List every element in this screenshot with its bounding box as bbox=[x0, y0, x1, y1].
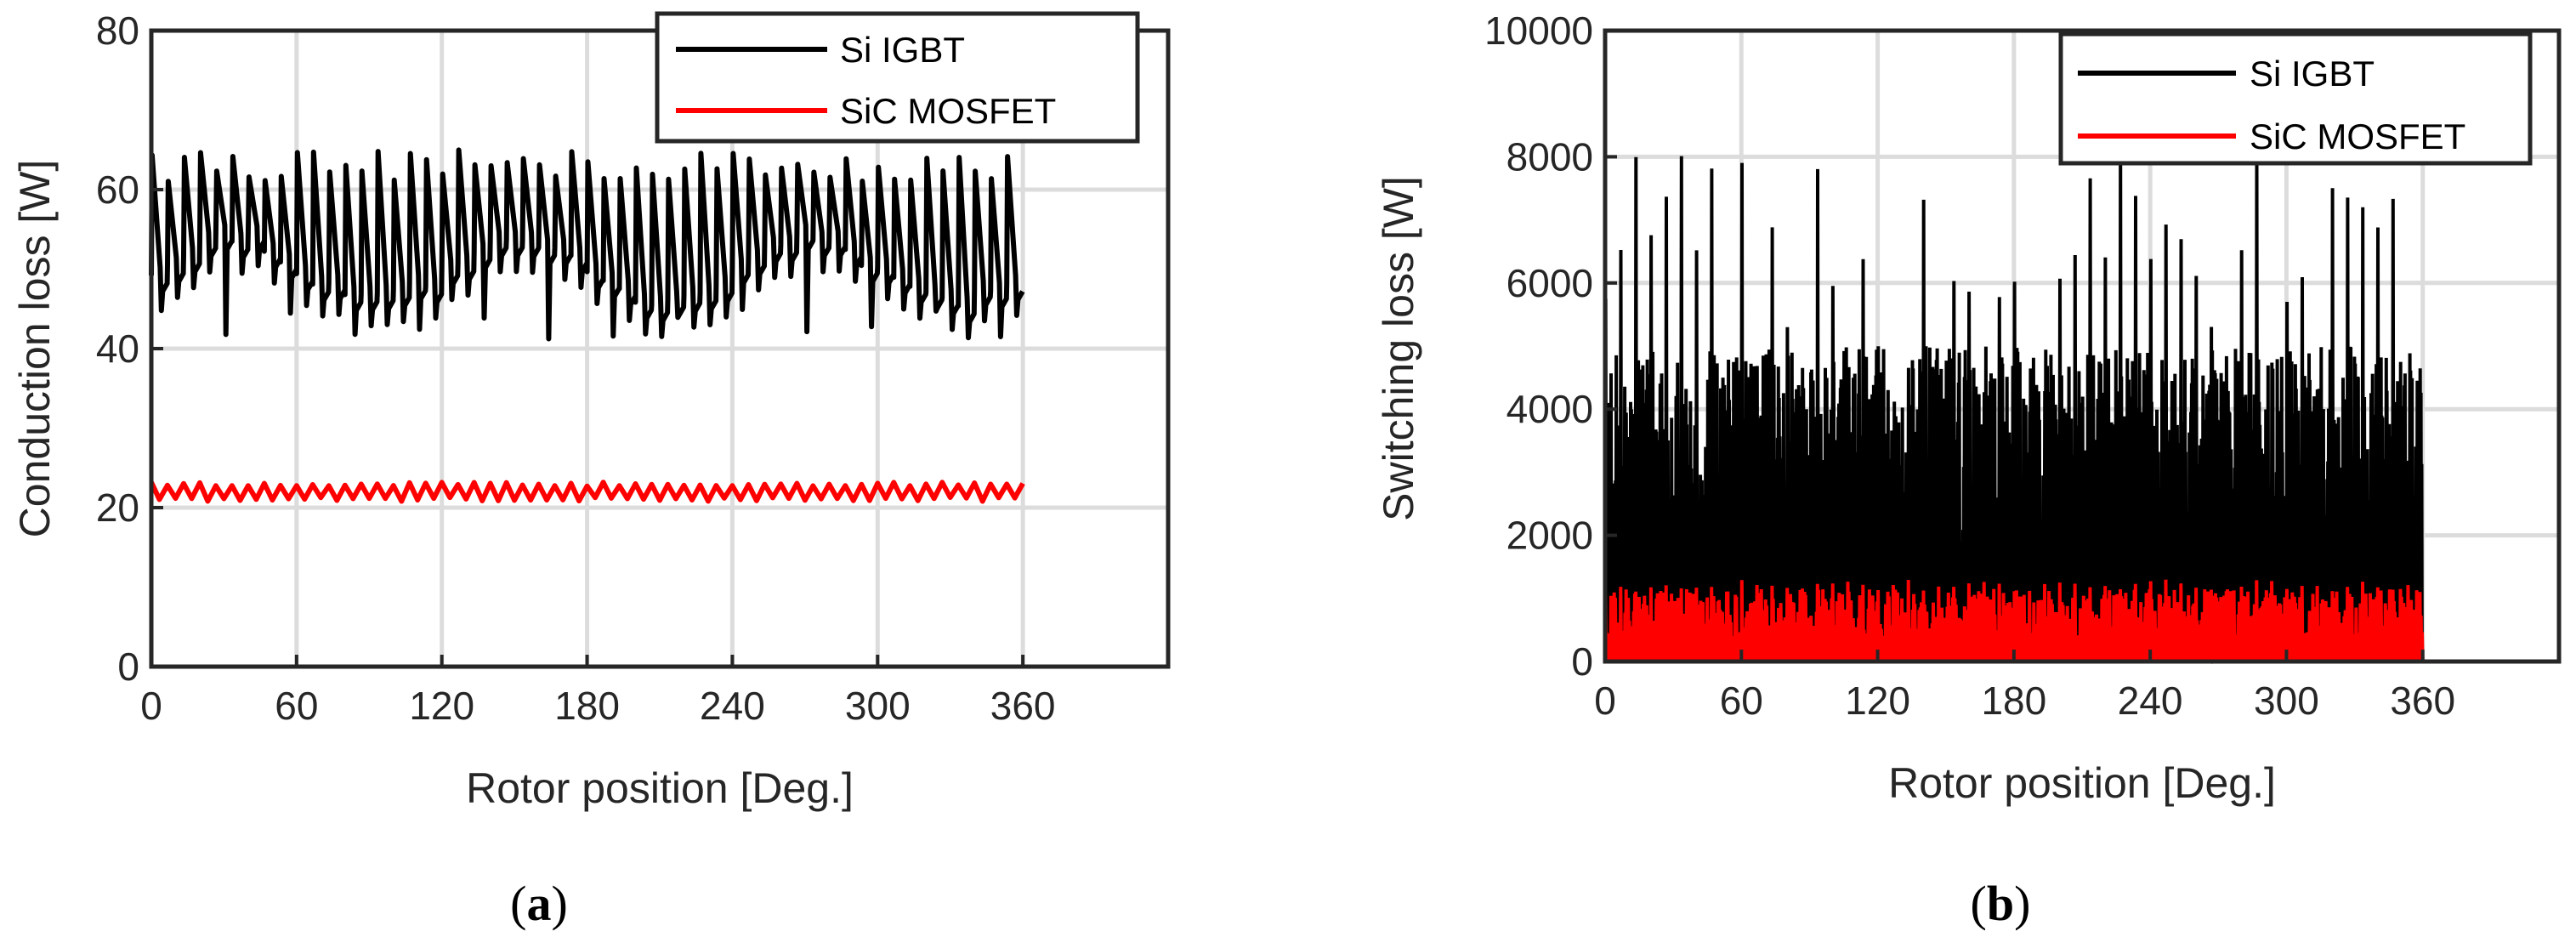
y-tick-label-b: 2000 bbox=[1506, 514, 1593, 558]
x-axis-label-b: Rotor position [Deg.] bbox=[1888, 759, 2276, 807]
x-tick-label-b: 360 bbox=[2390, 679, 2455, 723]
legend-box-a bbox=[655, 11, 1140, 144]
y-tick-label-a: 80 bbox=[96, 9, 139, 53]
caption-a: (a) bbox=[510, 876, 568, 931]
series-line-si-igbt-a bbox=[149, 147, 1025, 342]
ticks-a: 0 60 120 180 240 300 360 0 20 40 60 80 bbox=[96, 9, 1056, 728]
ticks-b: 0 60 120 180 240 300 360 0 2000 4000 6000 8000 10000 bbox=[1484, 9, 2455, 723]
y-tick-label-a: 0 bbox=[117, 645, 139, 689]
panel-a-conduction-loss: 0 60 120 180 240 300 360 0 20 40 60 80 Rotor positi… bbox=[11, 9, 1171, 931]
x-tick-label-b: 180 bbox=[1981, 679, 2046, 723]
legend-b: Si IGBT SiC MOSFET bbox=[2058, 31, 2533, 166]
series-line-sic-mosfet-a bbox=[149, 480, 1025, 504]
y-tick-label-b: 6000 bbox=[1506, 261, 1593, 305]
legend-label-si-igbt-b: Si IGBT bbox=[2250, 54, 2375, 94]
y-axis-label-a: Conduction loss [W] bbox=[11, 160, 59, 538]
y-tick-label-a: 20 bbox=[96, 486, 139, 530]
legend-box-b bbox=[2058, 31, 2533, 166]
x-tick-label-b: 240 bbox=[2118, 679, 2183, 723]
x-tick-label-b: 0 bbox=[1594, 679, 1616, 723]
axes-frame-b bbox=[1603, 28, 2562, 664]
x-tick-label-b: 300 bbox=[2254, 679, 2319, 723]
x-tick-label-a: 180 bbox=[554, 684, 620, 728]
x-tick-label-b: 60 bbox=[1720, 679, 1763, 723]
x-tick-label-b: 120 bbox=[1845, 679, 1910, 723]
legend-label-sic-mosfet-b: SiC MOSFET bbox=[2250, 116, 2465, 156]
legend-label-sic-mosfet-a: SiC MOSFET bbox=[840, 91, 1056, 131]
y-tick-label-b: 8000 bbox=[1506, 134, 1593, 179]
y-tick-label-a: 40 bbox=[96, 327, 139, 371]
series-a bbox=[149, 147, 1025, 504]
panel-b-switching-loss: 0 60 120 180 240 300 360 0 2000 4000 6000 8000 10000… bbox=[1375, 9, 2562, 931]
x-axis-label-a: Rotor position [Deg.] bbox=[466, 764, 854, 812]
y-tick-label-b: 4000 bbox=[1506, 387, 1593, 431]
x-tick-label-a: 60 bbox=[275, 684, 318, 728]
caption-b: (b) bbox=[1971, 876, 2031, 931]
x-tick-label-a: 240 bbox=[700, 684, 765, 728]
y-tick-label-b: 10000 bbox=[1484, 9, 1593, 53]
y-tick-label-b: 0 bbox=[1571, 639, 1593, 684]
x-tick-label-a: 360 bbox=[990, 684, 1056, 728]
x-tick-label-a: 120 bbox=[409, 684, 474, 728]
x-tick-label-a: 300 bbox=[845, 684, 911, 728]
y-tick-label-a: 60 bbox=[96, 168, 139, 212]
x-tick-label-a: 0 bbox=[140, 684, 162, 728]
legend-label-si-igbt-a: Si IGBT bbox=[840, 30, 965, 70]
legend-a: Si IGBT SiC MOSFET bbox=[655, 11, 1140, 144]
y-axis-label-b: Switching loss [W] bbox=[1375, 176, 1422, 521]
